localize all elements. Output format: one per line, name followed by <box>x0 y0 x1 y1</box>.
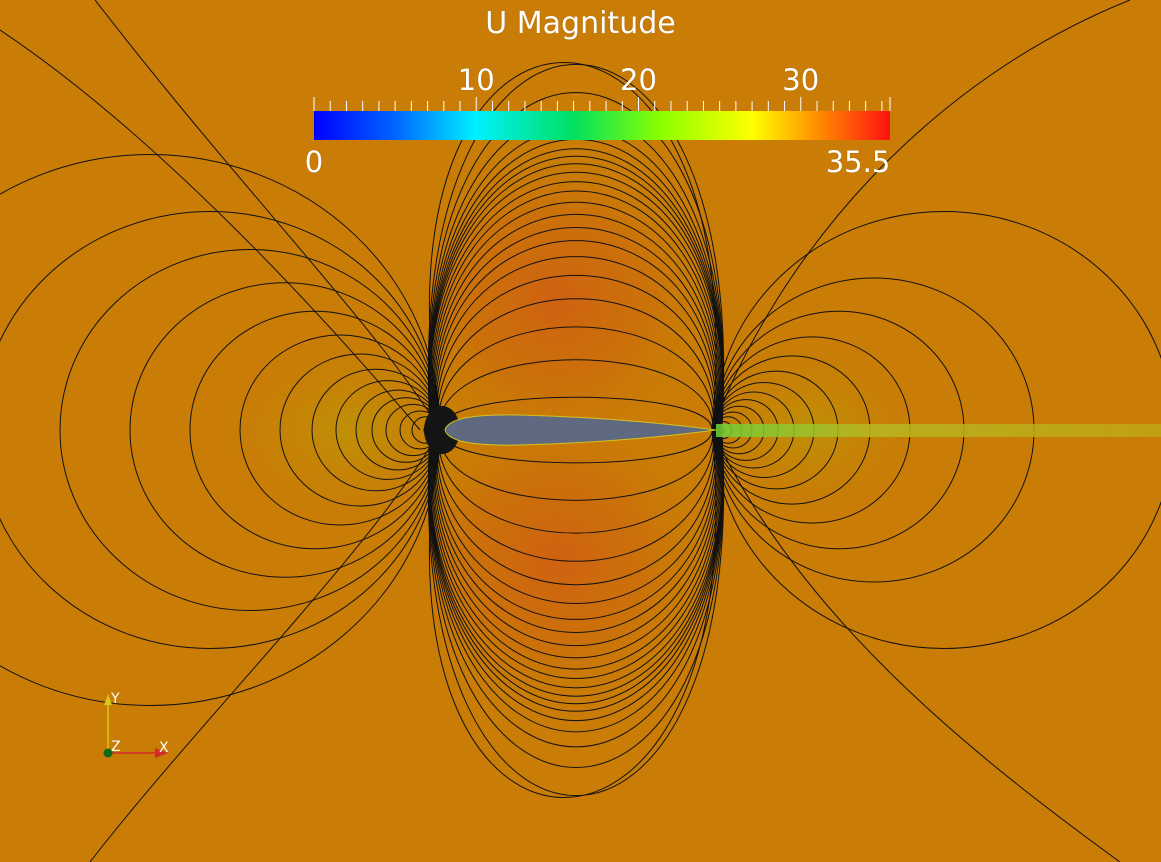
contour-line-lower <box>428 429 724 712</box>
contour-line-lower <box>428 429 724 748</box>
contour-line-lower <box>433 429 719 633</box>
colorbar-min-label: 0 <box>304 145 324 179</box>
contour-line-lower <box>435 429 717 604</box>
contour-line-lower-outer <box>429 429 717 798</box>
contour-line-lower <box>427 429 725 796</box>
contour-line-lower <box>430 429 722 670</box>
z-axis-label: Z <box>111 739 121 755</box>
airfoil-shape <box>444 414 717 446</box>
wake-region <box>716 424 1161 437</box>
stagnation-region-front <box>200 320 500 540</box>
contour-line-upper <box>428 148 724 431</box>
contour-line-upper <box>433 227 719 431</box>
contour-line-lower <box>429 429 723 679</box>
contour-line-upper <box>435 256 717 431</box>
colorbar-tick-label: 20 <box>620 63 657 97</box>
contour-line-lower <box>437 429 715 562</box>
contour-line-lower <box>432 429 720 647</box>
colorbar-max-label: 35.5 <box>825 145 891 179</box>
colorbar-title: U Magnitude <box>485 6 676 41</box>
contour-line-upper <box>427 64 725 431</box>
contour-line-upper-outer <box>429 62 717 431</box>
contour-line-far-left-top <box>0 29 421 431</box>
colorbar <box>313 97 891 140</box>
x-axis-arrow <box>155 748 168 758</box>
z-axis-dot <box>103 748 113 758</box>
contour-line-upper <box>438 359 714 431</box>
x-axis-label: X <box>159 740 169 756</box>
colorbar-tick-label: 10 <box>457 63 495 97</box>
contour-line-upper <box>437 326 715 431</box>
contour-line-lower <box>428 429 724 704</box>
contour-line-upper <box>431 201 721 431</box>
contour-line-upper <box>430 190 722 431</box>
contour-line-upper <box>429 181 723 431</box>
colorbar-ticks <box>313 97 891 111</box>
contour-line-upper <box>436 275 716 431</box>
orientation-axes <box>103 694 168 758</box>
colorbar-gradient <box>314 111 890 140</box>
contour-line-upper <box>428 92 724 431</box>
contour-line-upper <box>437 298 715 431</box>
y-axis-label: Y <box>111 691 120 707</box>
contour-line-lower <box>437 429 715 534</box>
contour-line-lower <box>434 429 718 620</box>
leading-edge-contour-cluster <box>424 406 460 454</box>
contour-line-lower <box>431 429 721 659</box>
y-axis-arrow <box>104 694 112 705</box>
contour-line-lower <box>436 429 716 585</box>
contour-line-upper <box>428 171 724 431</box>
contour-line-upper <box>428 156 724 431</box>
contour-line-upper <box>434 240 718 431</box>
contour-line-lower <box>428 429 724 722</box>
contour-line-upper <box>432 213 720 431</box>
contour-line-lower <box>428 429 724 768</box>
contour-line-lower <box>428 429 724 689</box>
contour-line-upper <box>428 163 724 431</box>
contour-line-lower <box>428 429 724 697</box>
contour-line-lower <box>438 429 714 501</box>
colorbar-tick-label: 30 <box>782 63 820 97</box>
